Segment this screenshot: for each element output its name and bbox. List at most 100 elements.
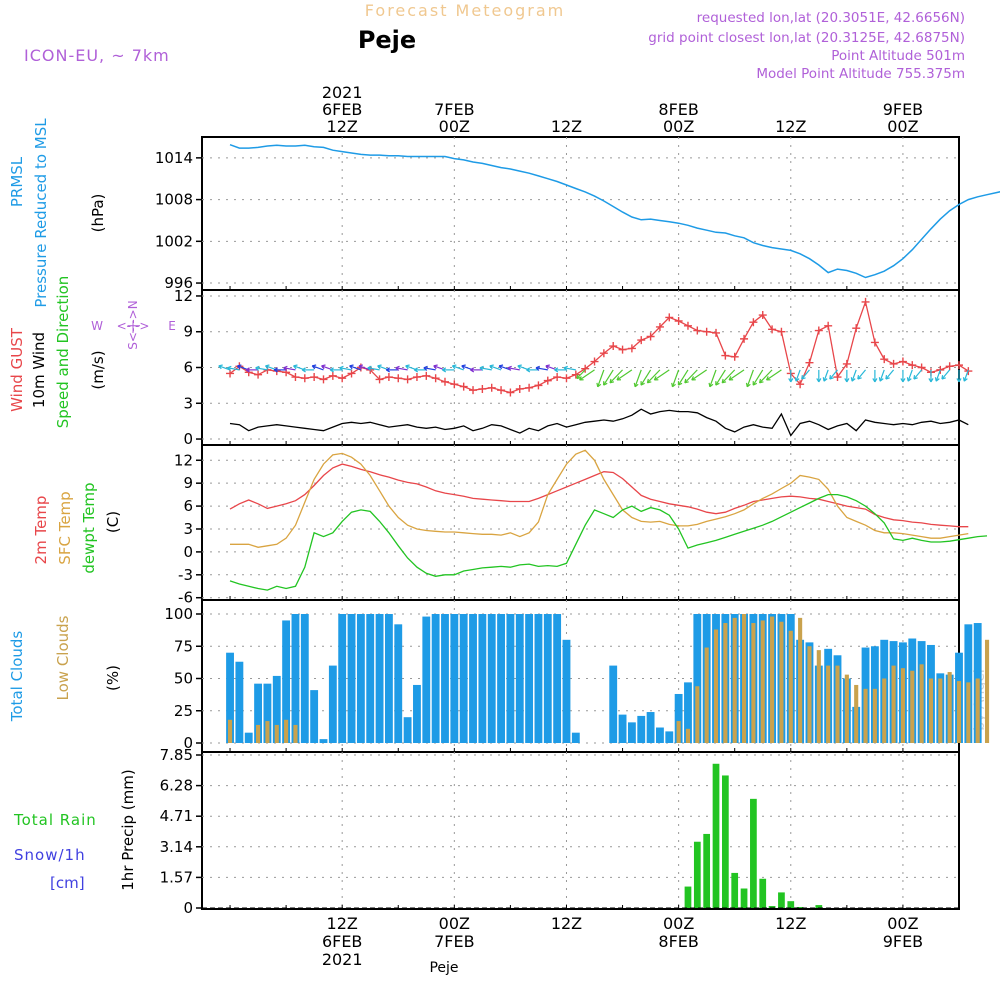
low-cloud-bar [928, 678, 934, 743]
total-cloud-bar [459, 614, 468, 743]
pressure-line [229, 143, 1000, 279]
wind-arrow-head [646, 378, 652, 384]
gust-point [422, 371, 431, 380]
wind-arrow-head [283, 365, 288, 371]
wind-arrow [498, 365, 511, 371]
low-cloud-bar [695, 686, 700, 743]
wind-arrow-head [616, 376, 622, 381]
wind-arrow-head [321, 364, 326, 370]
panel-frame [201, 444, 960, 601]
wind-arrow-head [218, 364, 223, 370]
gust-point [590, 357, 599, 366]
time-tick-label: 00Z [663, 914, 694, 933]
wind-arrow-head [479, 365, 484, 371]
gust-point [403, 375, 412, 384]
gust-point [440, 377, 449, 386]
wind-arrow-head [758, 378, 764, 384]
total-cloud-bar [375, 614, 384, 743]
low-cloud-bar [844, 674, 849, 743]
gust-point [749, 318, 758, 327]
low-cloud-bar [713, 629, 719, 743]
total-cloud-bar [571, 732, 580, 743]
wind-arrow-head [451, 364, 457, 370]
wind-arrow-head [358, 364, 363, 370]
wind-arrow-head [633, 382, 639, 388]
time-tick-label: 9FEB [883, 100, 923, 119]
low-cloud-bar [910, 670, 915, 743]
wind-arrow-head [829, 375, 834, 380]
low-cloud-bar [956, 681, 962, 743]
wind-arrow [647, 369, 661, 384]
time-tick-label: 6FEB [322, 100, 362, 119]
pressure-label-long: Pressure Reduced to MSL [32, 118, 50, 308]
gust-line [229, 299, 969, 394]
wind-arrow-head [684, 378, 689, 384]
wind-arrow-head [708, 382, 714, 388]
y-tick-label: 6 [183, 497, 193, 515]
total-cloud-bar [562, 639, 571, 743]
wind-arrow-head [339, 365, 344, 371]
total-cloud-bar [282, 620, 291, 743]
wind-arrow-head [554, 367, 559, 373]
wind-arrow-head [470, 367, 475, 373]
model-name: ICON-EU, ~ 7km [24, 46, 170, 65]
low-cloud-bar [723, 623, 728, 743]
wind-arrow-head [498, 364, 504, 370]
y-tick-label: 0 [183, 734, 193, 752]
wind-arrow-head [885, 375, 890, 380]
time-tick-label: 2021 [322, 950, 363, 969]
gust-point [469, 386, 478, 395]
gust-point [571, 370, 580, 379]
wind-arrow-head [273, 367, 278, 373]
wind-arrow-head [962, 377, 968, 382]
gust-point [618, 345, 627, 354]
wind-speed-line [229, 408, 969, 437]
gust-point [534, 381, 543, 390]
gust-point [497, 386, 506, 395]
gust-point [665, 313, 674, 322]
y-tick-label: 7.85 [160, 746, 193, 764]
wind-arrow-head [878, 377, 884, 382]
y-tick-label: 0 [183, 899, 193, 917]
wind-arrow [603, 369, 614, 386]
gust-point [581, 364, 590, 373]
wind-arrow-head [442, 367, 447, 373]
time-tick-label: 8FEB [658, 932, 698, 951]
low-cloud-bar [900, 668, 905, 743]
wind-arrow [728, 369, 745, 381]
total-cloud-bar [525, 614, 534, 743]
low-cloud-bar [807, 646, 812, 743]
time-tick-label: 00Z [439, 914, 470, 933]
gust-point [431, 374, 440, 383]
total-cloud-bar [534, 614, 543, 743]
gust-point [730, 352, 739, 361]
rain-bar [796, 907, 804, 908]
rain-bar [703, 833, 711, 908]
wind-arrow-head [433, 364, 438, 370]
wind-arrow [963, 369, 969, 382]
total-cloud-bar [431, 614, 440, 743]
total-cloud-bar [618, 714, 627, 743]
total-cloud-bar [366, 614, 375, 743]
y-tick-label: 6 [183, 359, 193, 377]
total-cloud-bar [506, 614, 515, 743]
gust-point [768, 325, 777, 334]
wind-arrow-head [609, 378, 615, 384]
gust-point [627, 344, 636, 353]
gust-point [908, 361, 917, 370]
wind-arrow [358, 365, 371, 371]
low-clouds-label: Low Clouds [54, 615, 72, 700]
y-tick-label: 9 [183, 474, 193, 492]
wind-arrow [746, 369, 754, 388]
wind-arrow-head [857, 375, 862, 380]
wind-arrow [579, 369, 595, 381]
wind-arrow [759, 369, 773, 384]
total-cloud-bar [543, 614, 552, 743]
wind-arrow [479, 367, 492, 371]
precip-unit: 1hr Precip (mm) [119, 769, 137, 890]
wind-arrow-head [526, 367, 531, 373]
wind-arrow [563, 367, 576, 371]
wind-arrow-head [850, 377, 856, 382]
time-tick-label: 7FEB [434, 100, 474, 119]
